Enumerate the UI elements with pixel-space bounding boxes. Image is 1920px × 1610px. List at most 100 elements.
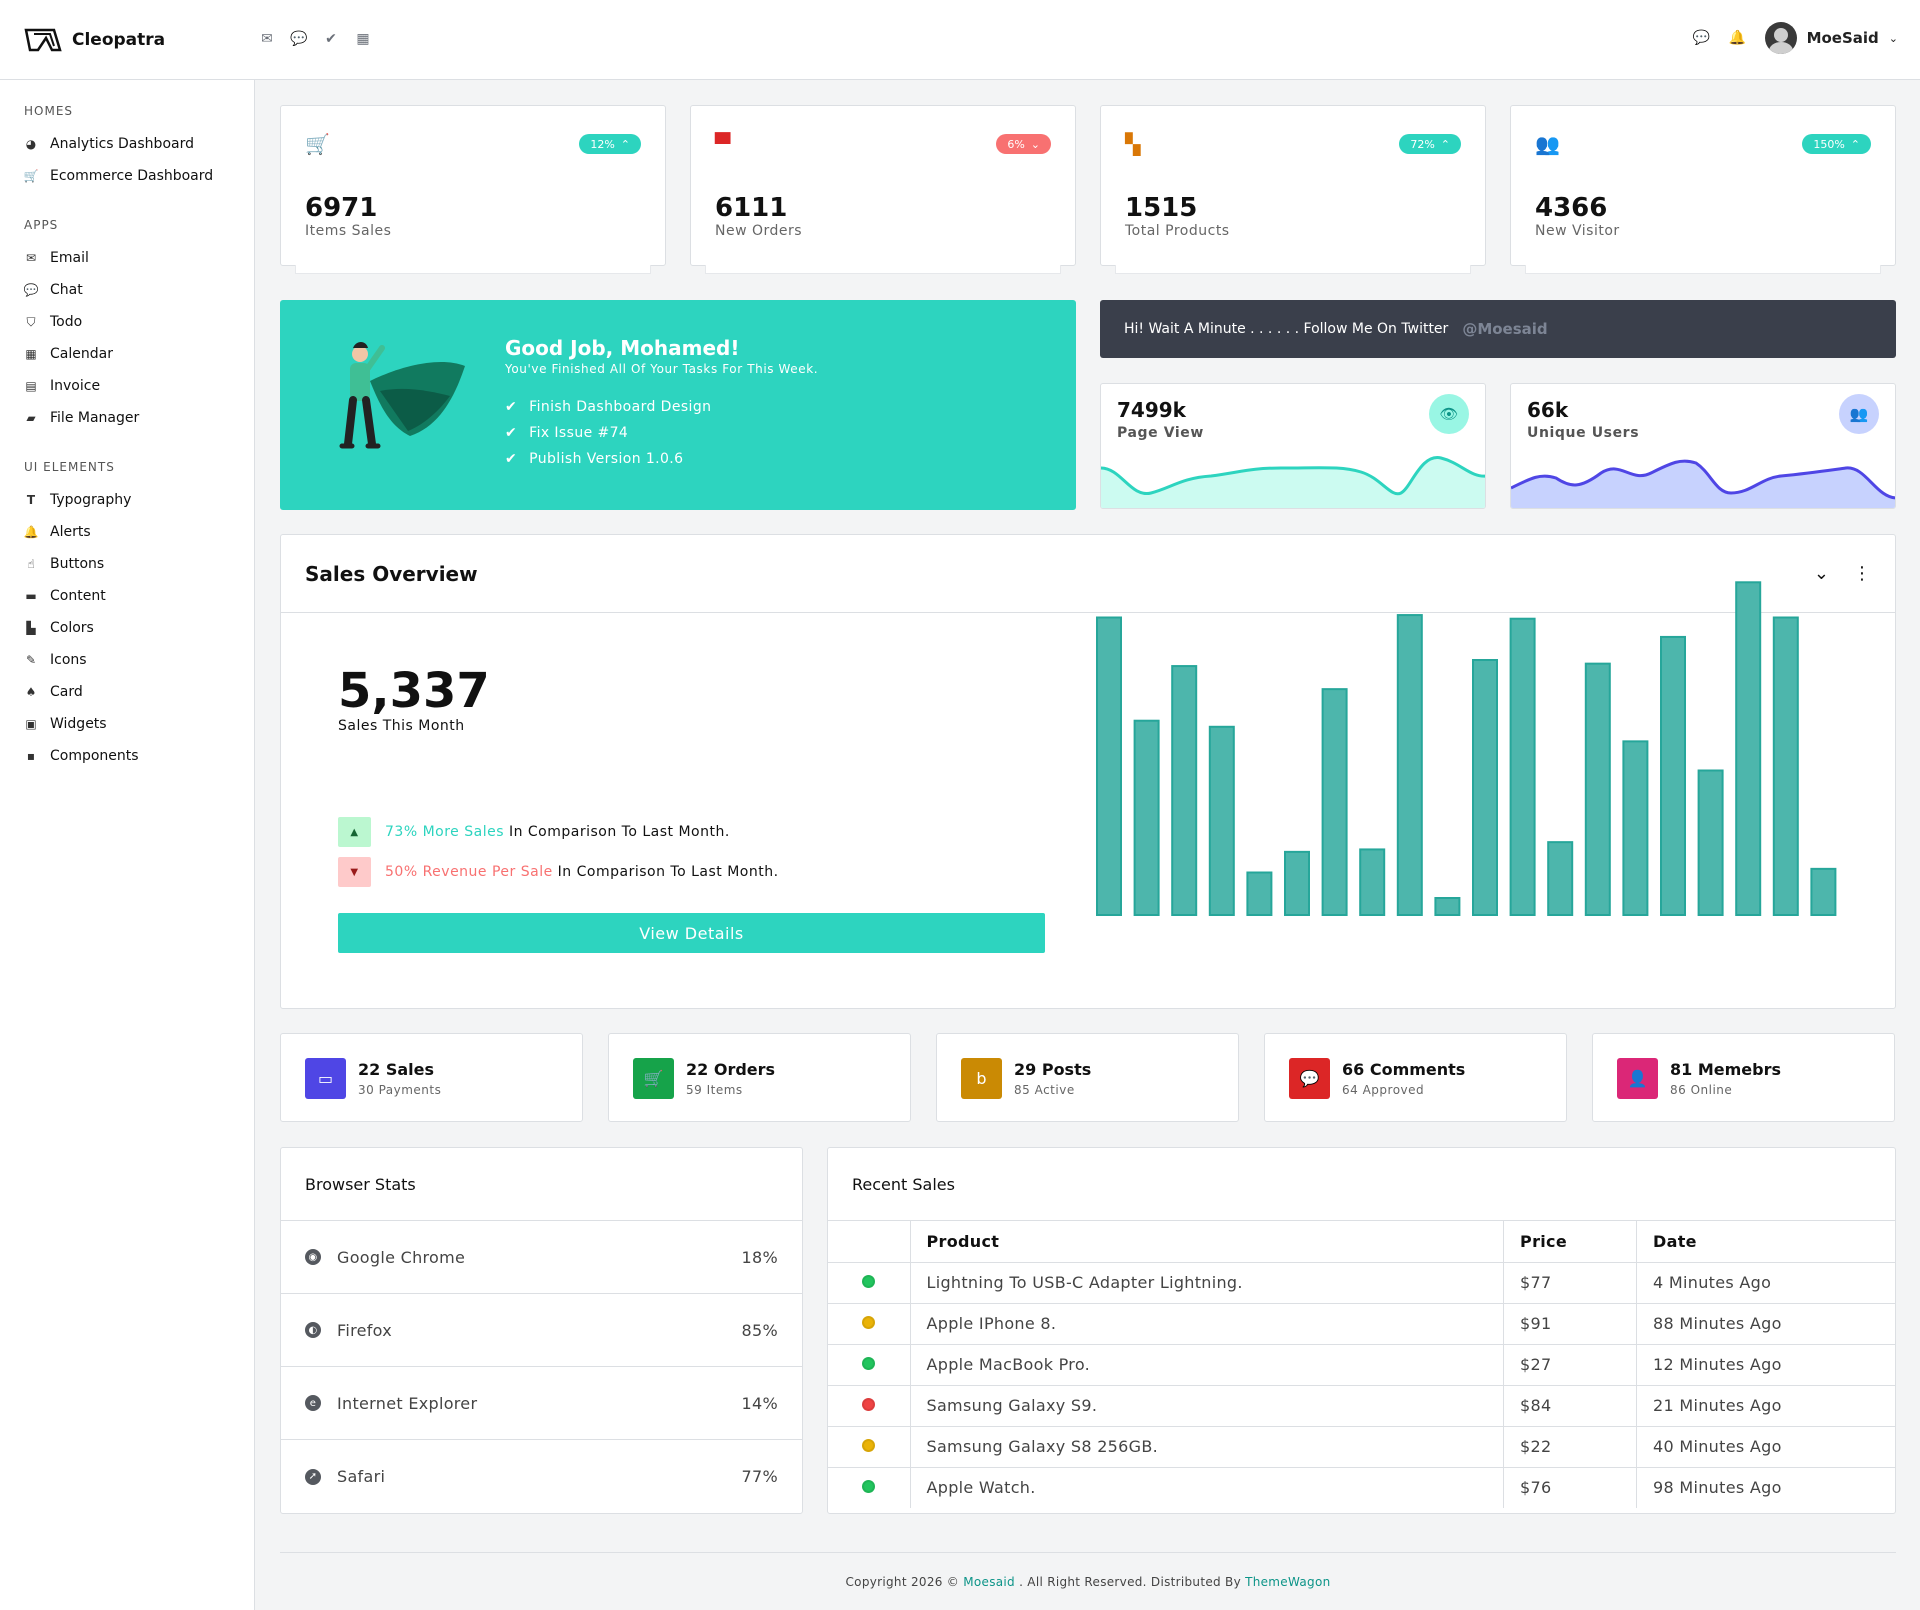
chart-bar (1735, 581, 1762, 917)
unique-users-sparkline (1511, 459, 1895, 508)
chart-bar (1622, 740, 1649, 916)
boxes-icon: ▚ (1125, 132, 1141, 156)
stat-label: Items Sales (305, 223, 392, 239)
status-dot (862, 1275, 876, 1288)
folder-icon: ▰ (26, 411, 36, 425)
sidebar-item-card[interactable]: ♠ Card (25, 684, 83, 700)
bell-icon[interactable]: 🔔 (1728, 30, 1747, 46)
logo-icon (24, 28, 62, 52)
product-cell: Apple IPhone 8. (910, 1303, 1505, 1345)
status-dot (862, 1357, 876, 1370)
sales-bar-chart (1096, 581, 1837, 917)
user-menu[interactable]: MoeSaid ⌄ (1764, 22, 1898, 54)
sidebar-item-email[interactable]: ✉ Email (25, 250, 89, 266)
sidebar-item-analytics-dashboard[interactable]: ◕ Analytics Dashboard (25, 136, 194, 152)
pointer-icon: ☝ (27, 557, 35, 571)
sales-number: 5,337 (338, 663, 490, 719)
mini-label: Unique Users (1527, 425, 1640, 441)
sidebar-item-widgets[interactable]: ▣ Widgets (25, 716, 107, 732)
congrats-subtitle: You've Finished All Of Your Tasks For Th… (505, 362, 819, 376)
sidebar-item-ecommerce-dashboard[interactable]: 🛒 Ecommerce Dashboard (23, 168, 214, 184)
table-row: Apple Watch. $76 98 Minutes Ago (828, 1467, 1895, 1508)
trend-badge: 6% ⌄ (996, 134, 1051, 154)
check-icon: ✔ (505, 425, 518, 441)
comments-icon: 💬 (1289, 1058, 1330, 1099)
chart-bar (1133, 719, 1160, 916)
chart-bar (1772, 616, 1799, 916)
more-vertical-icon[interactable]: ⋮ (1853, 563, 1871, 584)
status-dot (862, 1316, 876, 1329)
sidebar: HOMES ◕ Analytics Dashboard 🛒 Ecommerce Da… (0, 80, 255, 1610)
file-icon: ▤ (25, 379, 37, 393)
chat-icon[interactable]: 💬 (1692, 30, 1711, 46)
price-cell: $76 (1503, 1467, 1638, 1508)
table-row: Lightning To USB-C Adapter Lightning. $77… (828, 1262, 1895, 1304)
product-cell: Samsung Galaxy S8 256GB. (910, 1426, 1505, 1468)
summary-card-comments: 💬 66 Comments 64 Approved (1264, 1033, 1567, 1122)
trend-badge: 12% ⌃ (579, 134, 641, 154)
calendar-icon[interactable]: ▦ (356, 31, 370, 47)
sidebar-item-content[interactable]: ▬ Content (25, 588, 106, 604)
collapse-icon[interactable]: ⌄ (1813, 563, 1829, 584)
chart-bar (1246, 871, 1273, 916)
congrats-card: Good Job, Mohamed! You've Finished All O… (280, 300, 1076, 510)
sidebar-item-icons[interactable]: ✎ Icons (25, 652, 87, 668)
page-view-sparkline (1101, 456, 1485, 508)
comparison-down: ▼ 50% Revenue Per Sale In Comparison To … (338, 857, 779, 887)
summary-card-posts: b 29 Posts 85 Active (936, 1033, 1239, 1122)
brand[interactable]: Cleopatra (24, 26, 165, 54)
column-header: Product (910, 1221, 1505, 1263)
sidebar-section-title: HOMES (24, 104, 74, 118)
mini-value: 66k (1527, 398, 1569, 422)
sidebar-section-title: APPS (24, 218, 59, 232)
browser-stats-card: Browser Stats ◉ Google Chrome 18% ◐ Firefox… (280, 1147, 803, 1514)
sidebar-item-components[interactable]: ▪ Components (0, 740, 254, 772)
arrow-down-icon: ▼ (338, 857, 371, 887)
recent-sales-card: Recent Sales Product Price Date Lightnin… (827, 1147, 1896, 1514)
table-row: Samsung Galaxy S8 256GB. $22 40 Minutes Ag… (828, 1426, 1895, 1468)
sidebar-item-chat[interactable]: 💬 Chat (23, 282, 83, 298)
sidebar-item-buttons[interactable]: ☝ Buttons (0, 548, 254, 580)
chart-bar (1434, 897, 1461, 916)
sidebar-item-alerts[interactable]: 🔔 Alerts (23, 524, 91, 540)
list-item: ➚ Safari 77% (281, 1440, 802, 1513)
sidebar-item-file-manager[interactable]: ▰ File Manager (0, 402, 254, 434)
column-header: Price (1503, 1221, 1638, 1263)
mail-icon[interactable]: ✉ (261, 31, 273, 47)
chart-bar (1810, 867, 1837, 917)
chart-bar (1359, 848, 1386, 916)
cart-icon: 🛒 (633, 1058, 674, 1099)
top-navbar: Cleopatra ✉ 💬 ✔ ▦ 💬 🔔 MoeSaid ⌄ (0, 0, 1920, 80)
product-cell: Lightning To USB-C Adapter Lightning. (910, 1262, 1505, 1304)
wallet-icon: ▭ (305, 1058, 346, 1099)
task-item: ✔ Fix Issue #74 (505, 425, 629, 441)
sidebar-item-calendar[interactable]: ▦ Calendar (25, 346, 113, 362)
task-item: ✔ Finish Dashboard Design (505, 399, 712, 415)
themewagon-link[interactable]: ThemeWagon (1245, 1575, 1331, 1589)
chart-bar (1171, 665, 1198, 916)
sidebar-item-invoice[interactable]: ▤ Invoice (25, 378, 101, 394)
sidebar-item-todo[interactable]: ⛉ Todo (0, 306, 254, 338)
users-icon: 👥 (1535, 132, 1560, 156)
user-name: MoeSaid (1806, 29, 1879, 47)
stat-label: New Visitor (1535, 223, 1620, 239)
components-icon: ▪ (26, 749, 36, 763)
chrome-icon: ◉ (305, 1249, 321, 1265)
sidebar-item-colors[interactable]: ▙ Colors (0, 612, 254, 644)
product-cell: Samsung Galaxy S9. (910, 1385, 1505, 1427)
stat-card-new-visitor: 👥 150% ⌃ 4366 New Visitor (1510, 105, 1896, 274)
author-link[interactable]: Moesaid (963, 1575, 1015, 1589)
eye-icon: 👁 (1429, 394, 1469, 434)
blog-icon: b (961, 1058, 1002, 1099)
view-details-button[interactable]: View Details (338, 913, 1045, 953)
check-icon[interactable]: ✔ (325, 31, 337, 47)
twitter-handle-link[interactable]: @Moesaid (1462, 320, 1548, 338)
sales-overview-card: Sales Overview ⌄ ⋮ 5,337 Sales This Mont… (280, 534, 1896, 1009)
date-cell: 88 Minutes Ago (1636, 1303, 1895, 1345)
chart-bar (1396, 614, 1423, 916)
superhero-illustration (339, 342, 465, 449)
list-item: e Internet Explorer 14% (281, 1367, 802, 1440)
chat-icon: 💬 (23, 283, 39, 297)
chat-icon[interactable]: 💬 (290, 31, 308, 47)
sidebar-item-typography[interactable]: T Typography (0, 484, 254, 516)
